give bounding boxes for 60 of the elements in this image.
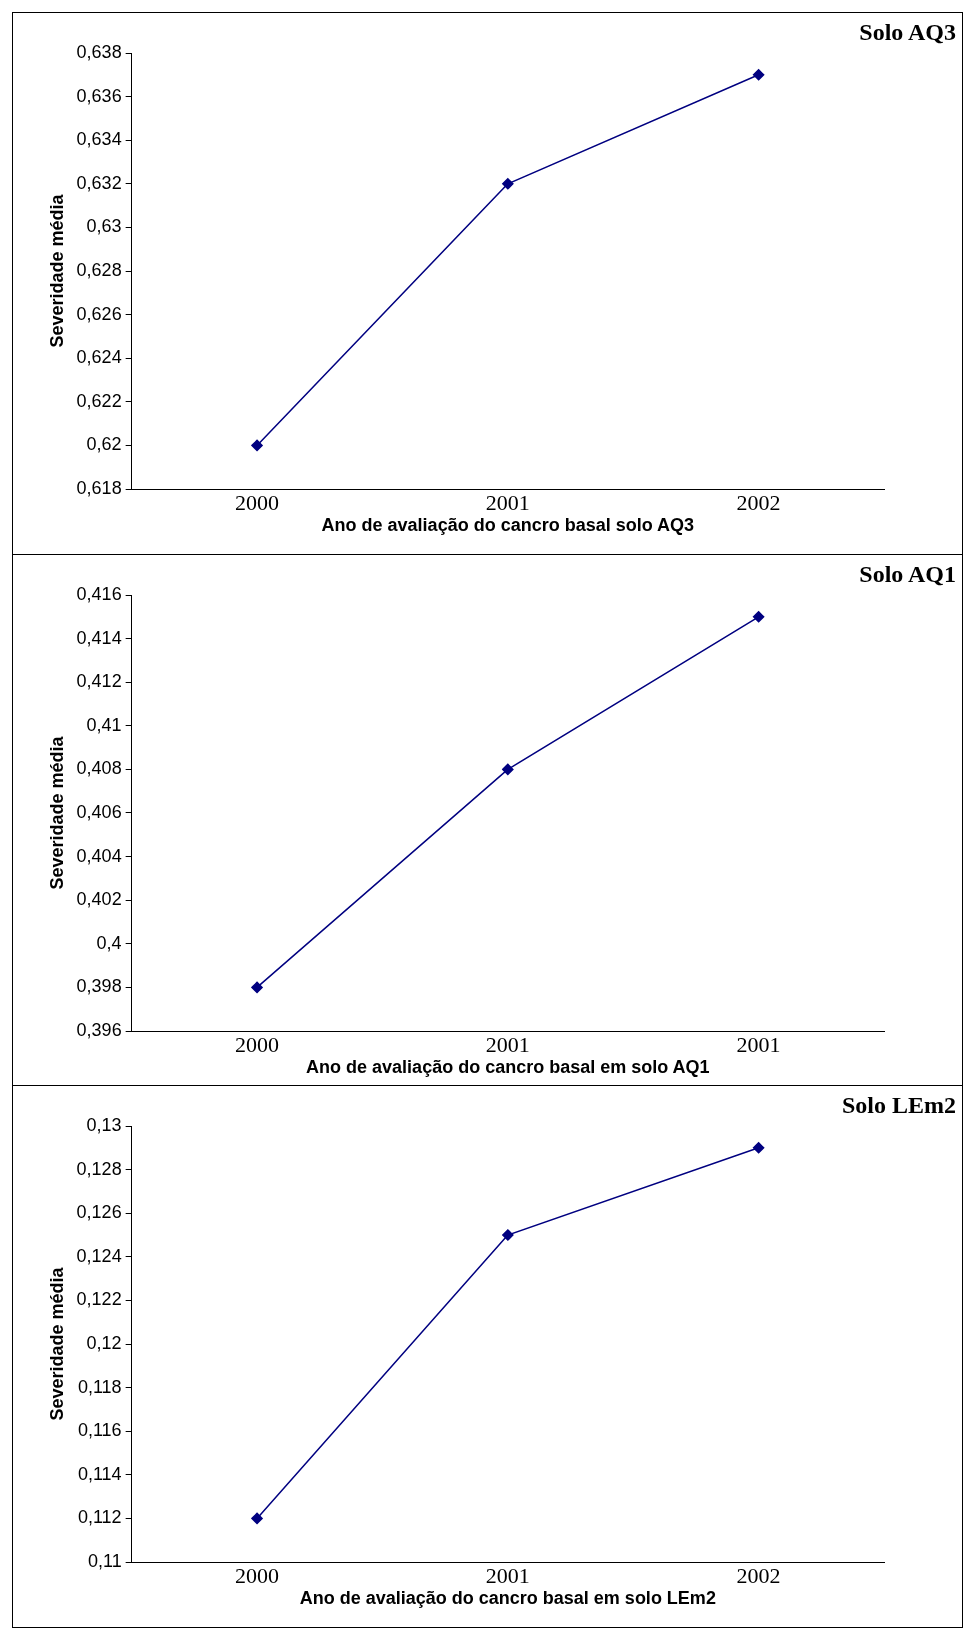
y-tick-label: 0,618 [76, 477, 122, 498]
chart-title: Solo AQ3 [859, 19, 956, 46]
point [251, 1512, 263, 1525]
point [752, 611, 765, 623]
y-tick-label: 0,636 [76, 85, 122, 106]
y-tick-label: 0,416 [76, 583, 122, 604]
y-tick-label: 0,408 [76, 758, 122, 779]
y-tick-label: 0,41 [86, 714, 122, 735]
y-tick-label: 0,396 [76, 1019, 122, 1040]
y-tick-label: 0,626 [76, 303, 122, 324]
y-tick-label: 0,112 [77, 1507, 122, 1528]
x-axis-title: Ano de avaliação do cancro basal em solo LEm2 [299, 1588, 716, 1609]
x-tick-label: 2002 [736, 489, 781, 515]
y-tick-label: 0,62 [86, 434, 122, 455]
y-tick-label: 0,402 [76, 889, 122, 910]
y-tick-label: 0,398 [76, 976, 122, 997]
y-tick-label: 0,632 [76, 172, 122, 193]
y-tick-label: 0,13 [86, 1114, 122, 1135]
y-tick-label: 0,124 [76, 1245, 122, 1266]
x-tick-label: 2001 [485, 489, 530, 515]
point [752, 69, 765, 81]
y-tick-label: 0,116 [77, 1420, 122, 1441]
y-tick-label: 0,414 [76, 627, 122, 648]
y-tick-label: 0,12 [86, 1332, 122, 1353]
y-tick-label: 0,638 [76, 41, 122, 62]
y-axis-title: Severidade média [46, 193, 67, 348]
y-tick-label: 0,126 [76, 1202, 122, 1223]
point [251, 981, 263, 994]
y-tick-label: 0,406 [76, 801, 122, 822]
x-axis-title: Ano de avaliação do cancro basal em solo AQ1 [306, 1057, 710, 1078]
y-tick-label: 0,122 [76, 1289, 122, 1310]
y-tick-label: 0,628 [76, 259, 122, 280]
x-tick-label: 2000 [235, 489, 280, 515]
x-tick-label: 2001 [485, 1031, 530, 1057]
point [752, 1142, 765, 1154]
y-tick-label: 0,634 [76, 129, 122, 150]
point [251, 439, 263, 452]
y-tick-label: 0,622 [76, 390, 122, 411]
point [502, 763, 514, 776]
y-tick-label: 0,412 [76, 671, 122, 692]
x-tick-label: 2001 [485, 1562, 530, 1588]
x-tick-label: 2002 [736, 1562, 781, 1588]
chart-title: Solo LEm2 [841, 1092, 956, 1119]
y-tick-label: 0,11 [87, 1550, 122, 1571]
y-axis-title: Severidade média [46, 1266, 67, 1421]
y-tick-label: 0,4 [96, 932, 122, 953]
y-tick-label: 0,404 [76, 845, 122, 866]
y-tick-label: 0,114 [77, 1463, 122, 1484]
y-tick-label: 0,128 [76, 1158, 122, 1179]
point [502, 1229, 514, 1241]
x-axis-title: Ano de avaliação do cancro basal solo AQ3 [321, 515, 695, 536]
chart-title: Solo AQ1 [859, 561, 956, 588]
x-tick-label: 2001 [736, 1031, 781, 1057]
point [502, 178, 514, 190]
y-tick-label: 0,118 [77, 1376, 122, 1397]
x-tick-label: 2000 [235, 1031, 280, 1057]
y-axis-title: Severidade média [46, 735, 67, 890]
x-tick-label: 2000 [235, 1562, 280, 1588]
y-tick-label: 0,624 [76, 347, 122, 368]
y-tick-label: 0,63 [86, 216, 122, 237]
